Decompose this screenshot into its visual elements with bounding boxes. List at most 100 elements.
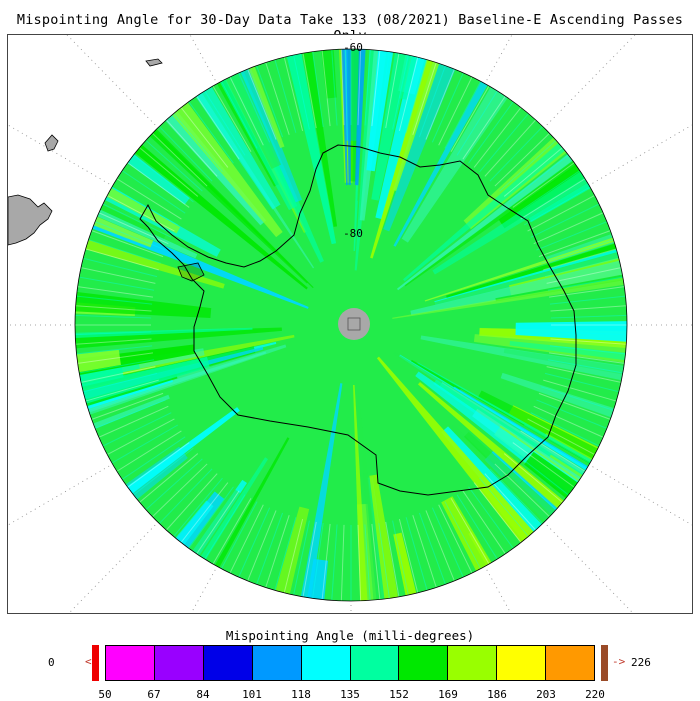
swath (375, 49, 435, 220)
swath (403, 127, 584, 282)
swath (75, 232, 225, 289)
ring-texture-line (293, 54, 310, 130)
colorbar-tick-label: 67 (147, 688, 161, 701)
colorbar (105, 645, 595, 681)
ring-texture-line (173, 113, 223, 173)
swath (457, 424, 574, 534)
ring-texture-line (220, 81, 258, 149)
colorbar-over-value: 226 (631, 656, 651, 669)
ring-texture-line (116, 178, 182, 220)
swath (75, 356, 210, 411)
ring-texture-line (412, 515, 437, 588)
ring-texture-line (91, 230, 164, 258)
ring-texture-line (80, 366, 156, 383)
ring-texture-line (77, 286, 154, 298)
ring-texture-line (139, 147, 199, 197)
ring-texture-line (83, 257, 158, 278)
swath (404, 146, 596, 287)
ring-texture-line (444, 81, 482, 149)
swath (296, 383, 343, 601)
colorbar-tick-label: 118 (291, 688, 311, 701)
ring-texture-line (77, 352, 154, 364)
ring-texture-line (111, 424, 179, 464)
ring-texture-line (444, 501, 482, 569)
polar-map: -60 -80 (8, 35, 692, 613)
ring-texture-line (550, 338, 627, 345)
colorbar-over-arrow: -> (612, 655, 626, 668)
ring-texture-line (512, 162, 575, 208)
ring-texture-line (547, 276, 623, 291)
ring-texture-line (133, 447, 194, 496)
ring-texture-line (378, 522, 390, 599)
colorbar-tick-label: 84 (196, 688, 210, 701)
ring-texture-line (188, 101, 234, 164)
ring-texture-line (165, 473, 218, 531)
ring-texture-line (79, 276, 155, 291)
ring-texture-line (196, 95, 240, 160)
ring-texture-line (392, 520, 409, 596)
swath (447, 359, 627, 435)
colorbar-cell (154, 646, 204, 680)
ring-texture-line (508, 447, 569, 496)
ring-texture-line (456, 90, 498, 156)
ring-texture-line (180, 482, 229, 543)
ring-texture-line (364, 49, 371, 126)
ring-texture-line (94, 399, 166, 429)
ring-texture-line (546, 366, 622, 383)
ring-texture-line (340, 524, 345, 601)
ring-texture-line (212, 497, 252, 565)
ring-texture-line (107, 194, 175, 232)
swath (156, 83, 283, 238)
swath (441, 426, 559, 555)
ring-texture-line (530, 412, 600, 447)
ring-texture-line (107, 418, 175, 456)
ring-texture-line (550, 314, 627, 319)
swath (393, 60, 500, 247)
swath (132, 113, 309, 284)
ring-texture-line (425, 510, 455, 582)
swath (446, 236, 627, 300)
pole-marker (347, 317, 361, 331)
ring-texture-line (503, 147, 563, 197)
ring-texture-line (462, 95, 506, 160)
swath (347, 443, 356, 601)
swath (509, 341, 627, 364)
ring-texture-line (462, 490, 506, 555)
ring-texture-line (145, 139, 203, 192)
ring-texture-line (265, 515, 290, 588)
ring-texture-line (88, 386, 161, 411)
ring-texture-line (516, 436, 581, 480)
swath (75, 199, 198, 259)
island-land (44, 134, 59, 152)
ring-texture-line (256, 65, 284, 138)
swath (424, 229, 627, 302)
island-small (145, 58, 163, 67)
ring-texture-line (398, 518, 419, 593)
swath (428, 245, 627, 308)
ring-texture-line (340, 49, 345, 126)
swath (393, 49, 447, 192)
colorbar-tick-label: 186 (487, 688, 507, 701)
ring-texture-line (378, 51, 390, 128)
colorbar-over-swatch (601, 645, 608, 681)
ring-texture-line (425, 68, 455, 140)
ring-texture-line (520, 178, 586, 220)
swath (239, 49, 285, 149)
colorbar-cell (252, 646, 302, 680)
swath (401, 66, 522, 243)
ring-texture-line (544, 372, 619, 393)
swath (417, 381, 583, 525)
ring-texture-line (546, 267, 622, 284)
ring-texture-line (418, 512, 446, 585)
south-america-land (8, 194, 53, 246)
swath (75, 344, 287, 423)
colorbar-tick-label: 101 (242, 688, 262, 701)
ring-texture-line (527, 194, 595, 232)
map-frame: -60 -80 (7, 34, 693, 614)
ring-texture-line (456, 494, 498, 560)
ring-texture-line (494, 463, 550, 518)
ring-texture-line (473, 107, 522, 168)
ring-texture-line (85, 379, 159, 402)
ring-texture-line (321, 50, 331, 127)
colorbar-under-value: 0 (48, 656, 55, 669)
